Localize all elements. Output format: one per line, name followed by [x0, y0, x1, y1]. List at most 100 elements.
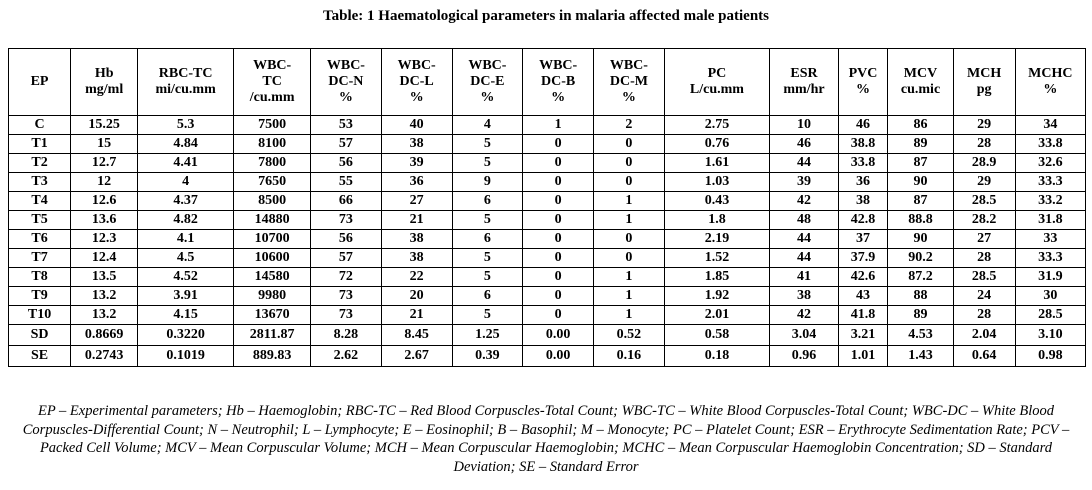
- table-cell: 36: [380, 172, 453, 192]
- table-cell: 0.52: [593, 324, 665, 346]
- table-row: T4 12.6 4.37 8500 66 27 6 0 1 0.43 42 38 87 28.5 33.2: [7, 191, 1087, 211]
- table-cell: 5: [451, 134, 524, 154]
- table-cell: 4.82: [137, 210, 234, 230]
- row-label-cell: T3: [7, 172, 72, 192]
- table-cell: 0: [522, 286, 595, 306]
- table-cell: 4.53: [887, 324, 954, 346]
- table-cell: 31.8: [1014, 210, 1087, 230]
- table-cell: 46: [769, 134, 839, 154]
- table-cell: 42: [769, 305, 839, 325]
- row-label-cell: SE: [7, 345, 72, 367]
- table-cell: 43: [837, 286, 889, 306]
- table-cell: 27: [952, 229, 1016, 249]
- table-cell: 31.9: [1014, 267, 1087, 287]
- column-header-line: MCV: [903, 66, 938, 81]
- column-header-line: WBC-: [468, 58, 507, 73]
- table-cell: 56: [310, 153, 382, 173]
- table-row: T3 12 4 7650 55 36 9 0 0 1.03 39 36 90 29 33.3: [7, 172, 1087, 192]
- table-cell: 90: [887, 172, 954, 192]
- table-cell: 1.61: [663, 153, 771, 173]
- table-cell: 57: [310, 134, 382, 154]
- table-cell: 1: [593, 191, 665, 211]
- table-cell: 28: [952, 248, 1016, 268]
- table-row: T9 13.2 3.91 9980 73 20 6 0 1 1.92 38 43 88 24 30: [7, 286, 1087, 306]
- column-header-line: WBC-: [609, 58, 648, 73]
- table-cell: 0: [522, 134, 595, 154]
- column-header-line: DC-E: [470, 74, 505, 89]
- table-cell: 12.4: [70, 248, 139, 268]
- column-header: MCH pg: [952, 48, 1016, 116]
- table-cell: 0.76: [663, 134, 771, 154]
- table-cell: 4.52: [137, 267, 234, 287]
- summary-row: SE 0.2743 0.1019 889.83 2.62 2.67 0.39 0.00 0.16…: [7, 345, 1087, 367]
- table-cell: 37.9: [837, 248, 889, 268]
- table-cell: 22: [380, 267, 453, 287]
- table-cell: 0: [522, 191, 595, 211]
- table-cell: 7650: [232, 172, 312, 192]
- table-cell: 889.83: [232, 345, 312, 367]
- column-header-line: cu.mic: [900, 82, 941, 97]
- table-footnote: EP – Experimental parameters; Hb – Haemo…: [22, 403, 1070, 475]
- table-cell: 4: [137, 172, 234, 192]
- table-row: T7 12.4 4.5 10600 57 38 5 0 0 1.52 44 37.9 90.2 28 33.…: [7, 248, 1087, 268]
- table-cell: 38: [380, 248, 453, 268]
- table-cell: 8.45: [380, 324, 453, 346]
- column-header-line: MCH: [967, 66, 1002, 81]
- column-header: WBC- DC-E%: [451, 48, 524, 116]
- table-cell: 0: [522, 153, 595, 173]
- column-header-line: mm/hr: [783, 82, 825, 97]
- table-cell: 46: [837, 115, 889, 135]
- column-header-line: %: [551, 90, 566, 105]
- table-cell: 0.00: [522, 324, 595, 346]
- column-header-line: DC-L: [399, 74, 434, 89]
- column-header: WBC- DC-M%: [593, 48, 665, 116]
- column-header-line: PC: [707, 66, 727, 81]
- table-cell: 0.2743: [70, 345, 139, 367]
- row-label-cell: T6: [7, 229, 72, 249]
- table-cell: 8.28: [310, 324, 382, 346]
- table-cell: 8100: [232, 134, 312, 154]
- table-cell: 55: [310, 172, 382, 192]
- table-cell: 44: [769, 229, 839, 249]
- table-cell: 38: [769, 286, 839, 306]
- table-cell: 28: [952, 305, 1016, 325]
- table-cell: 33.3: [1014, 248, 1087, 268]
- table-cell: 2.01: [663, 305, 771, 325]
- table-cell: 88: [887, 286, 954, 306]
- table-cell: 3.04: [769, 324, 839, 346]
- table-caption: Table: 1 Haematological parameters in ma…: [322, 8, 770, 24]
- table-cell: 39: [380, 153, 453, 173]
- table-cell: 0.98: [1014, 345, 1087, 367]
- table-cell: 33.2: [1014, 191, 1087, 211]
- row-label-cell: T8: [7, 267, 72, 287]
- table-row: T8 13.5 4.52 14580 72 22 5 0 1 1.85 41 42.6 87.2 28.5…: [7, 267, 1087, 287]
- table-cell: 73: [310, 210, 382, 230]
- table-cell: 33.3: [1014, 172, 1087, 192]
- table-cell: 48: [769, 210, 839, 230]
- table-cell: 0.18: [663, 345, 771, 367]
- haematology-table: EP Hb mg/ml RBC-TC mi/cu.mm WBC- TC/cu.mm WBC- D…: [7, 48, 1087, 367]
- column-header-line: pg: [976, 82, 992, 97]
- column-header-line: DC-M: [609, 74, 648, 89]
- column-header-line: %: [1043, 82, 1058, 97]
- table-cell: 1.03: [663, 172, 771, 192]
- table-cell: 13.2: [70, 305, 139, 325]
- column-header-line: %: [621, 90, 636, 105]
- table-cell: 28.9: [952, 153, 1016, 173]
- table-cell: 88.8: [887, 210, 954, 230]
- table-cell: 38: [380, 229, 453, 249]
- table-cell: 5: [451, 305, 524, 325]
- table-row: T5 13.6 4.82 14880 73 21 5 0 1 1.8 48 42.8 88.8 28.2 3…: [7, 210, 1087, 230]
- table-cell: 1: [593, 305, 665, 325]
- table-cell: 2.62: [310, 345, 382, 367]
- column-header: ESR mm/hr: [769, 48, 839, 116]
- table-cell: 1.43: [887, 345, 954, 367]
- table-cell: 57: [310, 248, 382, 268]
- table-cell: 0: [593, 248, 665, 268]
- column-header-line: mi/cu.mm: [155, 82, 216, 97]
- table-cell: 42.8: [837, 210, 889, 230]
- table-cell: 21: [380, 210, 453, 230]
- row-label-cell: T4: [7, 191, 72, 211]
- table-cell: 66: [310, 191, 382, 211]
- column-header: MCV cu.mic: [887, 48, 954, 116]
